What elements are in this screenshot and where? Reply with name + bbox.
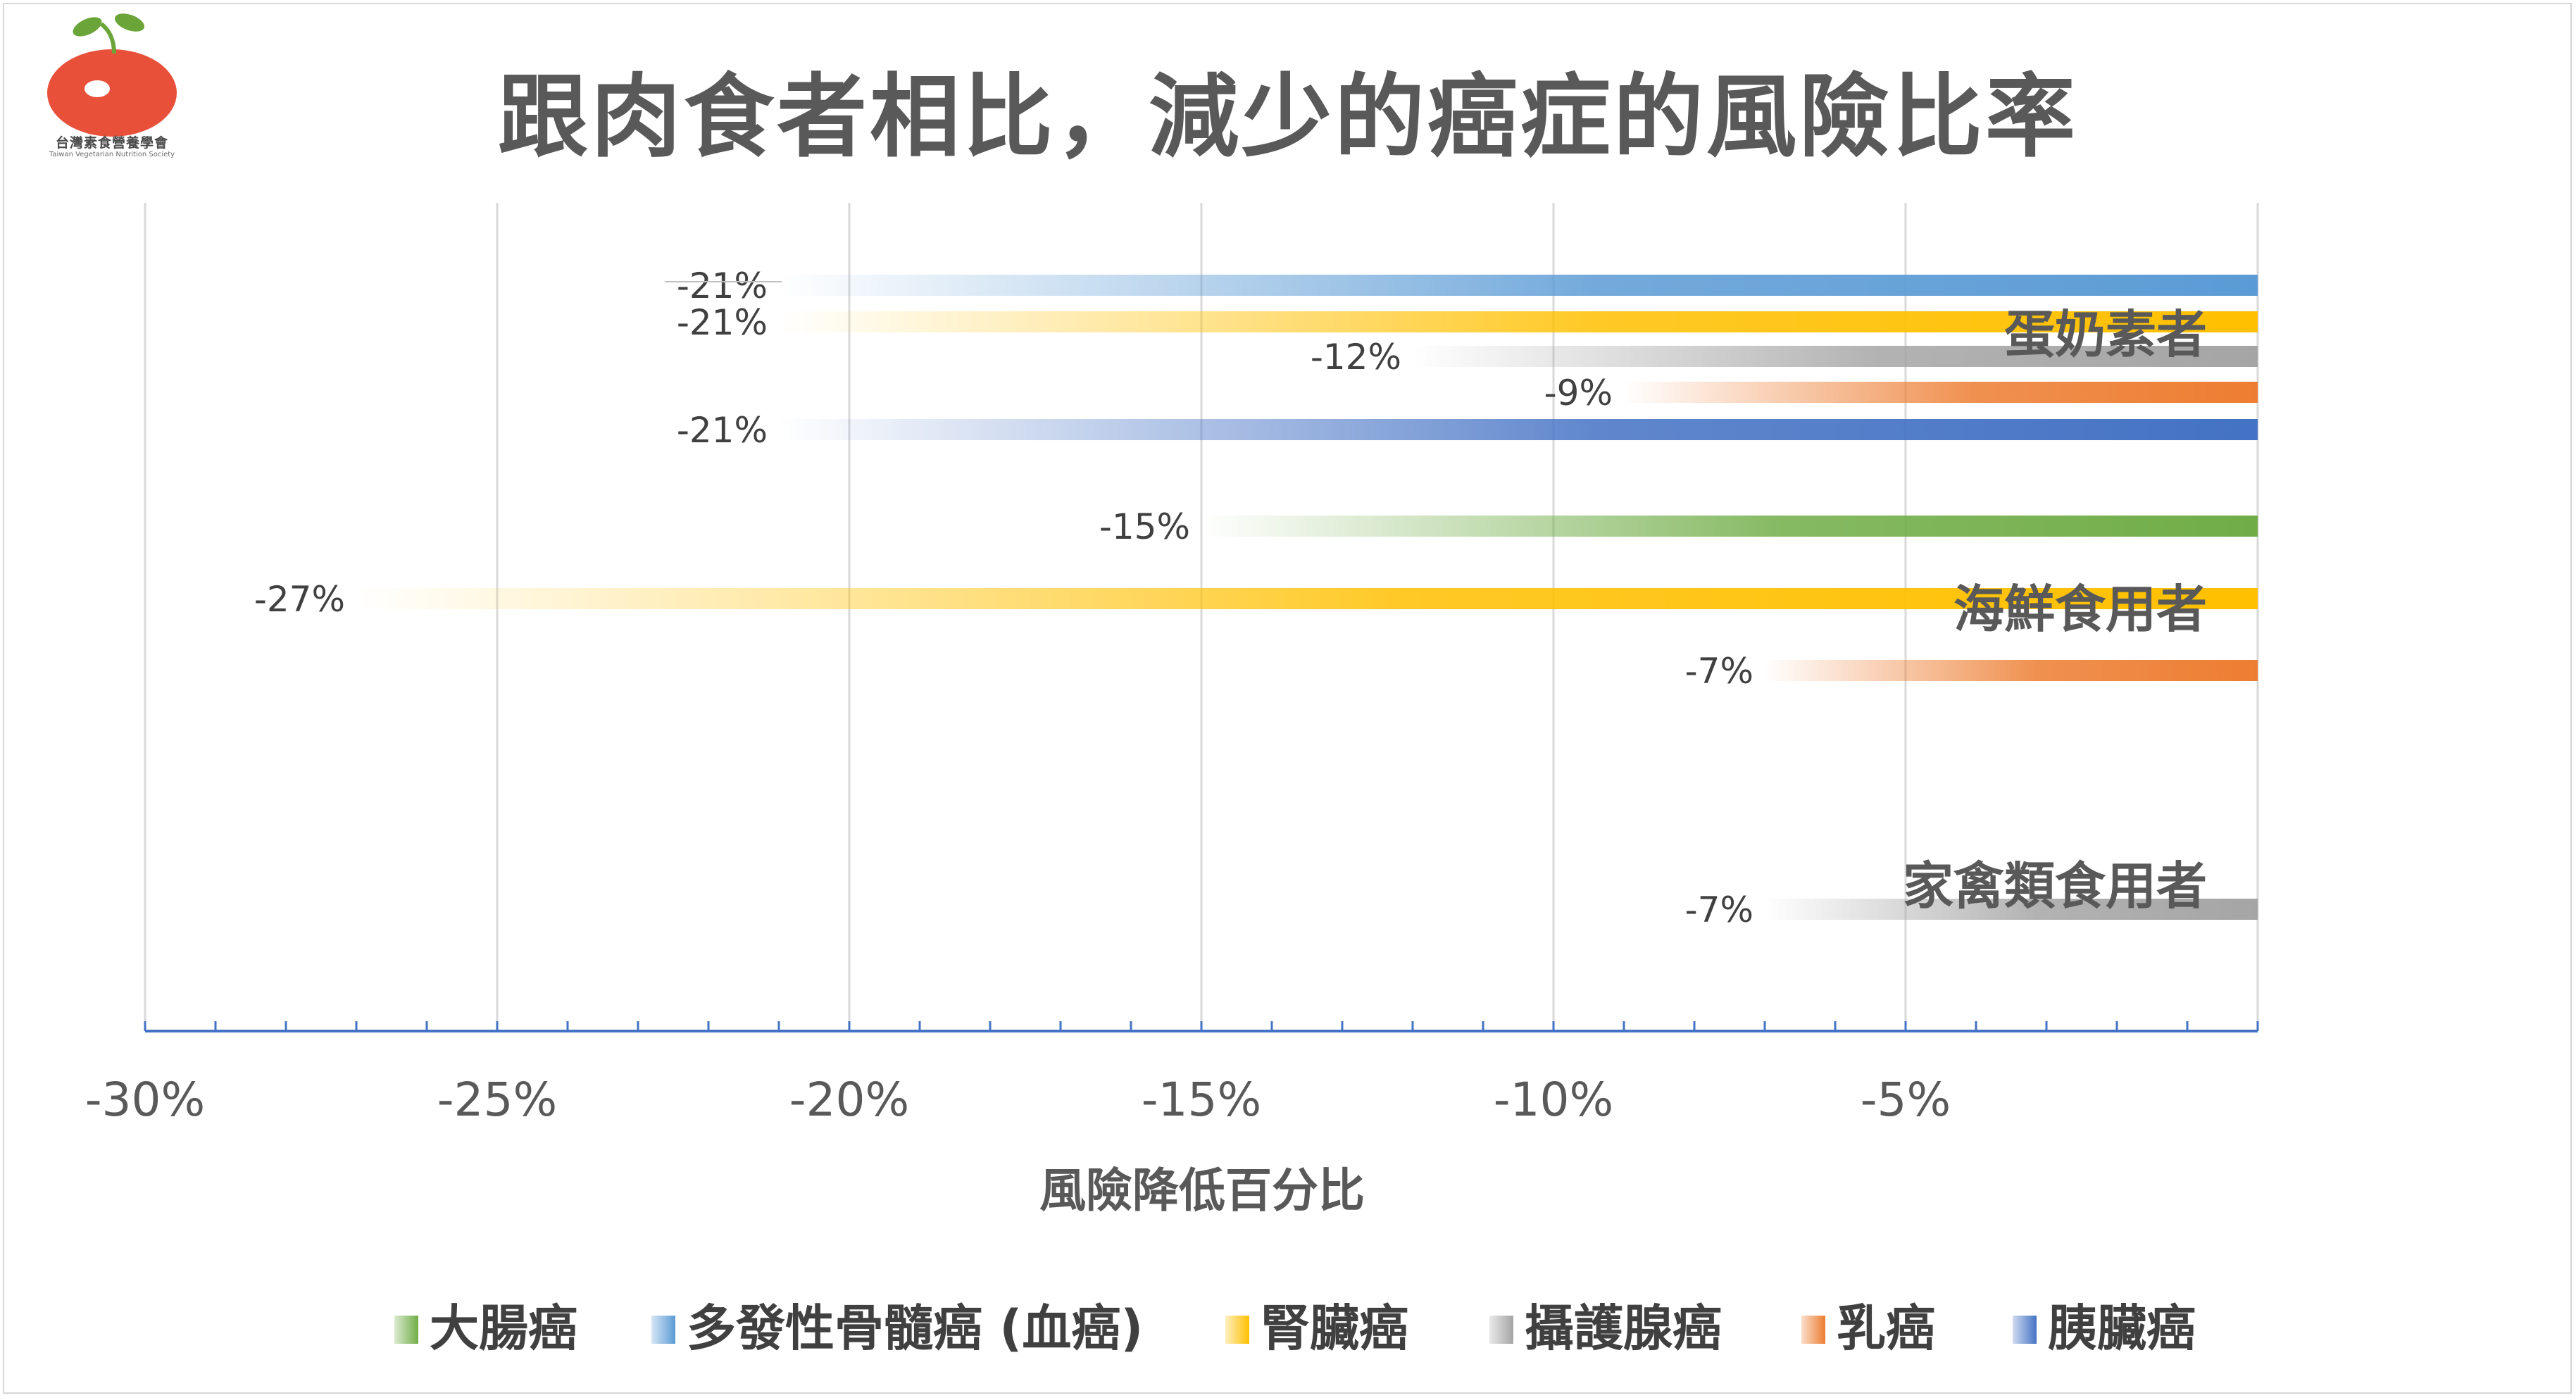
bar-colorectal (1201, 516, 2258, 537)
legend-swatch-kidney (1225, 1316, 1249, 1344)
group-label: 蛋奶素者 (2004, 305, 2207, 364)
x-axis: -30% -25% -20% -15% -10% -5% (85, 1021, 2259, 1127)
legend-label: 大腸癌 (430, 1299, 577, 1357)
legend-label: 乳癌 (1837, 1299, 1935, 1357)
logo-bean-shape (47, 49, 177, 137)
bar-kidney (779, 311, 2258, 332)
legend-swatch-colorectal (394, 1316, 418, 1344)
data-label: -21% (677, 266, 768, 306)
legend-label: 攝護腺癌 (1525, 1299, 1722, 1357)
group-label: 海鮮食用者 (1953, 580, 2207, 639)
bar-myeloma (779, 275, 2258, 296)
legend-swatch-pancreas (2013, 1316, 2037, 1344)
logo-bean-highlight (85, 80, 110, 97)
data-label: -15% (1099, 506, 1190, 547)
logo-icon (47, 13, 177, 137)
data-label: -7% (1685, 651, 1753, 692)
x-tick-label: -5% (1861, 1073, 1951, 1127)
x-tick-label: -30% (85, 1073, 206, 1127)
bar-prostate (1765, 899, 2258, 920)
bar-breast (1624, 382, 2258, 403)
x-tick-label: -10% (1494, 1073, 1614, 1127)
legend-swatch-myeloma (651, 1316, 675, 1344)
data-label: -21% (677, 410, 768, 451)
logo-sprout-stem (100, 22, 116, 54)
legend: 大腸癌 多發性骨髓癌 (血癌) 腎臟癌 攝護腺癌 乳癌 胰臟癌 (394, 1299, 2196, 1357)
bar-kidney (356, 588, 2258, 609)
group-label: 家禽類食用者 (1903, 856, 2207, 916)
bars (356, 275, 2258, 920)
gridlines (144, 203, 2259, 1031)
logo-subtitle: Taiwan Vegetarian Nutrition Society (49, 151, 175, 158)
data-label: -12% (1311, 337, 1401, 377)
legend-label: 胰臟癌 (2048, 1299, 2196, 1357)
legend-swatch-breast (1801, 1316, 1825, 1344)
x-tick-label: -20% (789, 1073, 910, 1127)
chart-title: 跟肉食者相比，減少的癌症的風險比率 (497, 65, 2078, 170)
data-labels: -21%-21%-12%-9%-21%-15%-27%-7%-7% (254, 266, 1753, 930)
x-tick-label: -15% (1142, 1073, 1262, 1127)
data-label: -9% (1544, 373, 1613, 413)
bar-pancreas (779, 419, 2258, 440)
legend-label: 腎臟癌 (1261, 1299, 1408, 1357)
bar-prostate (1413, 346, 2258, 367)
data-label: -7% (1685, 890, 1753, 930)
legend-label: 多發性骨髓癌 (血癌) (687, 1299, 1143, 1357)
logo-leaf-left (73, 17, 102, 37)
data-label: -21% (677, 302, 768, 343)
chart-frame (3, 3, 2572, 1394)
x-tick-label: -25% (437, 1073, 558, 1127)
logo-leaf-right (114, 13, 145, 32)
logo-text: 台灣素食營養學會 (55, 135, 168, 151)
data-label: -27% (254, 579, 345, 620)
legend-swatch-prostate (1489, 1316, 1513, 1344)
bar-breast (1765, 660, 2258, 681)
x-axis-title: 風險降低百分比 (1039, 1163, 1365, 1218)
